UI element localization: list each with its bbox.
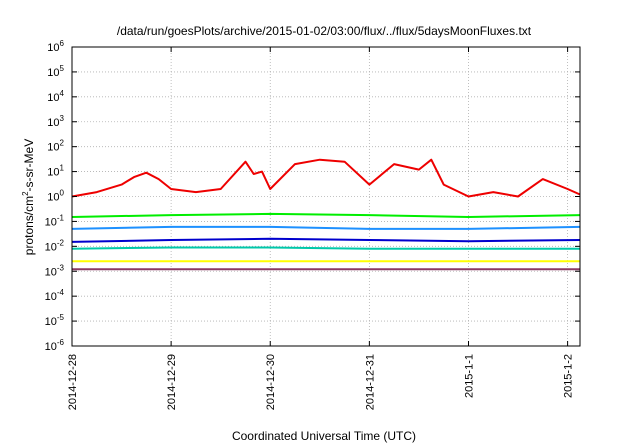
y-tick-exponent: -5 <box>57 313 65 322</box>
y-tick-label: 10-3 <box>45 263 65 278</box>
y-tick-label: 10-1 <box>45 213 65 228</box>
y-axis-label-sup: 2 <box>21 191 30 196</box>
series-line-0 <box>71 158 581 198</box>
y-tick-label: 10-5 <box>45 313 65 328</box>
y-tick-base: 10 <box>47 117 59 129</box>
y-tick-exponent: -3 <box>57 263 65 272</box>
y-tick-base: 10 <box>47 167 59 179</box>
x-tick-label: 2015-1-2 <box>563 354 575 398</box>
plot-frame <box>71 46 581 347</box>
y-tick-label: 101 <box>47 164 64 179</box>
series-line-3 <box>71 237 581 243</box>
y-tick-base: 10 <box>47 142 59 154</box>
y-tick-exponent: 2 <box>60 139 65 148</box>
y-tick-exponent: 0 <box>60 189 65 198</box>
series-line-2 <box>71 225 581 230</box>
y-axis-label-rest: -s-sr-MeV <box>22 139 36 192</box>
y-tick-exponent: -2 <box>57 238 65 247</box>
y-tick-label: 10-6 <box>45 338 65 353</box>
y-tick-base: 10 <box>45 241 57 253</box>
y-tick-label: 100 <box>47 189 64 204</box>
y-axis-label-base: protons/cm <box>22 196 36 255</box>
grid <box>72 47 580 346</box>
x-tick-label: 2014-12-28 <box>67 354 79 410</box>
y-tick-base: 10 <box>45 266 57 278</box>
y-tick-exponent: 4 <box>60 89 65 98</box>
y-tick-base: 10 <box>45 291 57 303</box>
x-axis-ticks: 2014-12-28 2014-12-29 2014-12-30 2014-12-31… <box>67 47 575 410</box>
y-tick-exponent: -6 <box>57 338 65 347</box>
y-tick-exponent: -4 <box>57 288 65 297</box>
x-tick-label: 2014-12-29 <box>166 354 178 410</box>
y-tick-exponent: -1 <box>57 213 65 222</box>
y-tick-base: 10 <box>47 42 59 54</box>
y-axis-label: protons/cm2-s-sr-MeV <box>21 139 36 255</box>
y-tick-label: 105 <box>47 64 64 79</box>
y-tick-label: 106 <box>47 39 64 54</box>
x-tick-label: 2014-12-30 <box>265 354 277 410</box>
y-tick-base: 10 <box>47 192 59 204</box>
y-tick-label: 102 <box>47 139 64 154</box>
y-axis-ticks: 10610510410310210110010-110-210-310-410-… <box>45 39 580 353</box>
y-tick-label: 10-4 <box>45 288 65 303</box>
y-tick-base: 10 <box>45 341 57 353</box>
y-tick-exponent: 5 <box>60 64 65 73</box>
y-tick-label: 104 <box>47 89 64 104</box>
chart-title: /data/run/goesPlots/archive/2015-01-02/0… <box>117 24 532 38</box>
y-tick-label: 10-2 <box>45 238 65 253</box>
series-line-4 <box>71 246 580 250</box>
x-tick-label: 2014-12-31 <box>364 354 376 410</box>
y-tick-exponent: 6 <box>60 39 65 48</box>
y-tick-base: 10 <box>45 216 57 228</box>
x-tick-label: 2015-1-1 <box>463 354 475 398</box>
y-tick-label: 103 <box>47 114 64 129</box>
series-line-1 <box>71 212 581 218</box>
y-tick-base: 10 <box>45 316 57 328</box>
y-tick-base: 10 <box>47 92 59 104</box>
y-tick-exponent: 1 <box>60 164 65 173</box>
y-tick-exponent: 3 <box>60 114 65 123</box>
x-axis-label: Coordinated Universal Time (UTC) <box>232 429 416 443</box>
series-layer <box>71 158 581 271</box>
y-tick-base: 10 <box>47 67 59 79</box>
